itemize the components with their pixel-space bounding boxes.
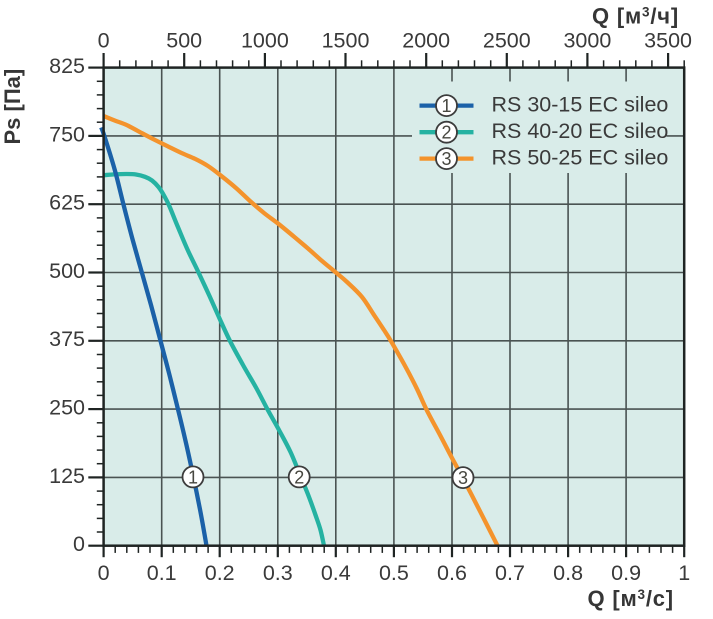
svg-text:RS 30-15 EC sileo: RS 30-15 EC sileo — [492, 93, 669, 117]
svg-text:2500: 2500 — [483, 29, 531, 53]
svg-text:2000: 2000 — [402, 29, 450, 53]
svg-text:0.2: 0.2 — [205, 561, 235, 585]
svg-text:3000: 3000 — [563, 29, 611, 53]
svg-text:3: 3 — [441, 149, 451, 169]
svg-text:250: 250 — [49, 396, 85, 420]
svg-text:0.3: 0.3 — [263, 561, 293, 585]
svg-text:Ps [Па]: Ps [Па] — [0, 69, 25, 145]
svg-text:825: 825 — [49, 54, 85, 78]
svg-text:RS 50-25 EC sileo: RS 50-25 EC sileo — [492, 146, 669, 170]
svg-text:750: 750 — [49, 122, 85, 146]
svg-text:2: 2 — [294, 467, 304, 487]
svg-text:375: 375 — [49, 327, 85, 351]
svg-text:125: 125 — [49, 464, 85, 488]
svg-text:1: 1 — [678, 561, 690, 585]
svg-text:500: 500 — [166, 29, 202, 53]
svg-text:1500: 1500 — [322, 29, 370, 53]
svg-text:3500: 3500 — [644, 29, 692, 53]
svg-text:Q [м3/с]: Q [м3/с] — [588, 586, 674, 611]
svg-text:0: 0 — [73, 532, 85, 556]
svg-text:0.8: 0.8 — [553, 561, 583, 585]
svg-text:625: 625 — [49, 191, 85, 215]
svg-text:RS 40-20 EC sileo: RS 40-20 EC sileo — [492, 119, 669, 143]
svg-text:Q [м3/ч]: Q [м3/ч] — [592, 4, 679, 29]
svg-text:0.1: 0.1 — [147, 561, 177, 585]
svg-text:500: 500 — [49, 259, 85, 283]
svg-text:0: 0 — [98, 29, 110, 53]
svg-text:1: 1 — [188, 467, 198, 487]
svg-text:3: 3 — [458, 468, 468, 488]
svg-text:0: 0 — [98, 561, 110, 585]
svg-text:0.9: 0.9 — [611, 561, 641, 585]
svg-text:1: 1 — [441, 96, 451, 116]
svg-text:0.5: 0.5 — [379, 561, 409, 585]
svg-text:0.7: 0.7 — [495, 561, 525, 585]
svg-text:0.4: 0.4 — [321, 561, 351, 585]
svg-text:2: 2 — [441, 123, 451, 143]
svg-text:0.6: 0.6 — [437, 561, 467, 585]
svg-text:1000: 1000 — [241, 29, 289, 53]
